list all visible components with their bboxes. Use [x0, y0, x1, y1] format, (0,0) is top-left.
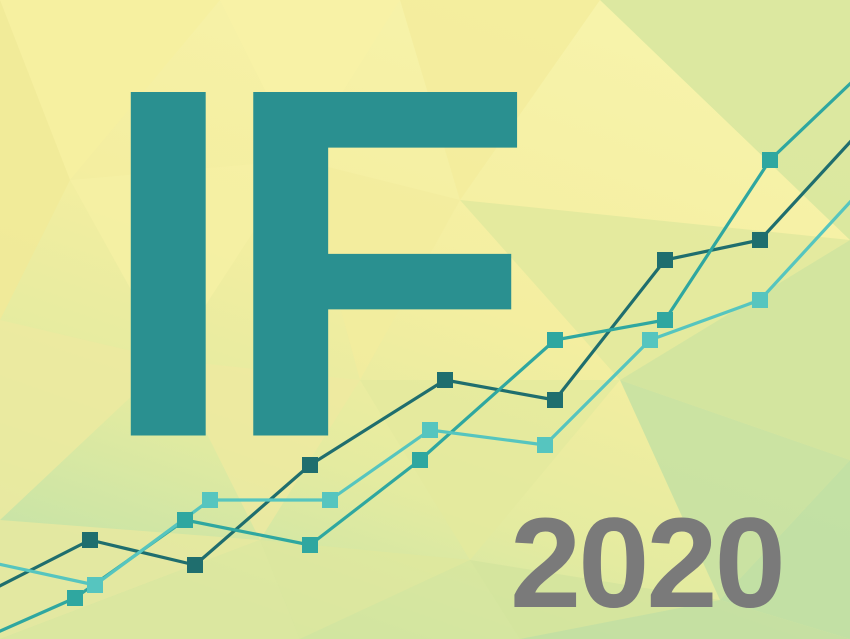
series-dark-teal-marker	[187, 557, 203, 573]
series-dark-teal-marker	[302, 457, 318, 473]
series-mid-teal-marker	[177, 512, 193, 528]
series-dark-teal-marker	[657, 252, 673, 268]
series-light-teal-marker	[642, 332, 658, 348]
series-mid-teal-marker	[302, 537, 318, 553]
year-label: 2020	[510, 500, 783, 628]
series-light-teal-marker	[752, 292, 768, 308]
series-mid-teal-marker	[657, 312, 673, 328]
series-dark-teal-marker	[547, 392, 563, 408]
series-dark-teal-marker	[752, 232, 768, 248]
series-mid-teal-marker	[762, 152, 778, 168]
infographic-stage: IF 2020	[0, 0, 850, 639]
series-light-teal-marker	[87, 577, 103, 593]
series-mid-teal-marker	[67, 590, 83, 606]
series-mid-teal-marker	[547, 332, 563, 348]
series-dark-teal-marker	[82, 532, 98, 548]
series-mid-teal-marker	[412, 452, 428, 468]
series-light-teal-marker	[322, 492, 338, 508]
series-dark-teal-marker	[437, 372, 453, 388]
series-light-teal-marker	[537, 437, 553, 453]
series-light-teal-marker	[422, 422, 438, 438]
series-light-teal-marker	[202, 492, 218, 508]
